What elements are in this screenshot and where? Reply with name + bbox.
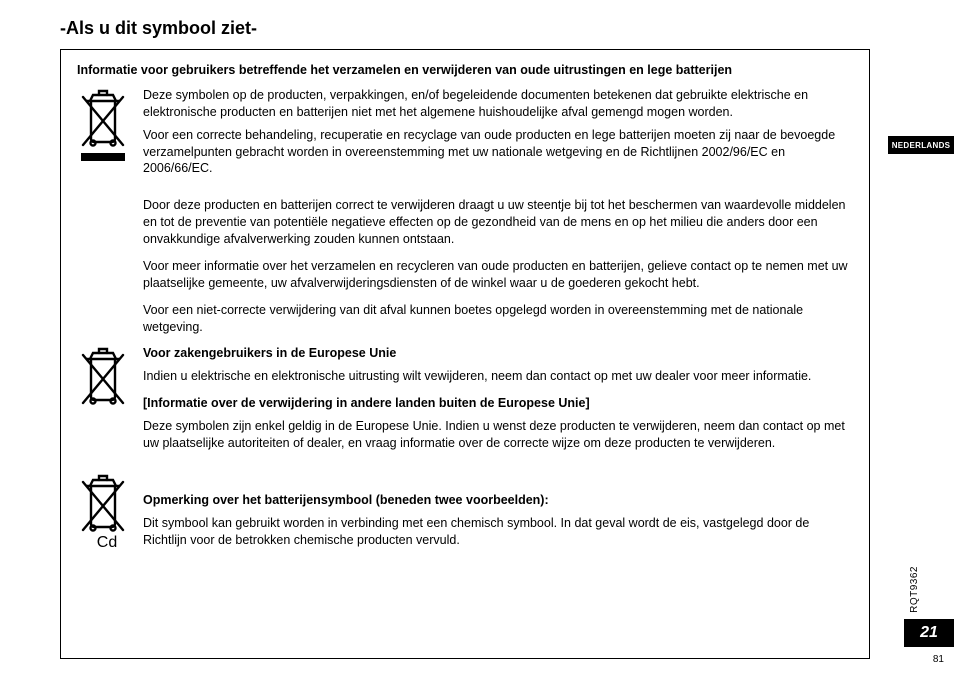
section-3: Cd Opmerking over het batterijensymbool … bbox=[77, 472, 853, 552]
paragraph: Deze symbolen zijn enkel geldig in de Eu… bbox=[143, 418, 853, 452]
icon-col-1 bbox=[77, 87, 143, 187]
fineprint: Voor een niet-correcte verwijdering van … bbox=[143, 302, 853, 336]
subheading: Opmerking over het batterijensymbool (be… bbox=[143, 493, 549, 507]
crossed-bin-icon bbox=[77, 87, 129, 147]
paragraph: Indien u elektrische en elektronische ui… bbox=[143, 368, 853, 385]
cd-label: Cd bbox=[77, 534, 137, 552]
page-root: -Als u dit symbool ziet- Informatie voor… bbox=[0, 0, 954, 677]
icon-col-3: Cd bbox=[77, 472, 143, 552]
under-bar bbox=[81, 153, 125, 161]
crossed-bin-icon bbox=[77, 345, 129, 405]
paragraph: Voor een correcte behandeling, recuperat… bbox=[143, 127, 853, 178]
crossed-bin-icon bbox=[77, 472, 129, 532]
doc-reference: RQT9362 bbox=[909, 566, 920, 613]
page-number-large: 21 bbox=[904, 619, 954, 647]
page-number-small: 81 bbox=[933, 654, 944, 665]
paragraph: Deze symbolen op de producten, verpakkin… bbox=[143, 87, 853, 121]
paragraph: Dit symbool kan gebruikt worden in verbi… bbox=[143, 515, 853, 549]
subheading: Voor zakengebruikers in de Europese Unie bbox=[143, 346, 396, 360]
info-frame: Informatie voor gebruikers betreffende h… bbox=[60, 49, 870, 659]
text-col-2: Voor zakengebruikers in de Europese Unie… bbox=[143, 345, 853, 461]
section-1: Deze symbolen op de producten, verpakkin… bbox=[77, 87, 853, 187]
section-2: Voor zakengebruikers in de Europese Unie… bbox=[77, 345, 853, 461]
intro-heading: Informatie voor gebruikers betreffende h… bbox=[77, 62, 853, 79]
text-col-3: Opmerking over het batterijensymbool (be… bbox=[143, 472, 853, 552]
paragraph: Door deze producten en batterijen correc… bbox=[143, 197, 853, 248]
icon-col-2 bbox=[77, 345, 143, 461]
language-tab: NEDERLANDS bbox=[888, 136, 954, 154]
section-1b: Door deze producten en batterijen correc… bbox=[77, 197, 853, 335]
page-title: -Als u dit symbool ziet- bbox=[60, 18, 870, 39]
subheading: [Informatie over de verwijdering in ande… bbox=[143, 396, 590, 410]
text-col-1: Deze symbolen op de producten, verpakkin… bbox=[143, 87, 853, 187]
paragraph: Voor meer informatie over het verzamelen… bbox=[143, 258, 853, 292]
